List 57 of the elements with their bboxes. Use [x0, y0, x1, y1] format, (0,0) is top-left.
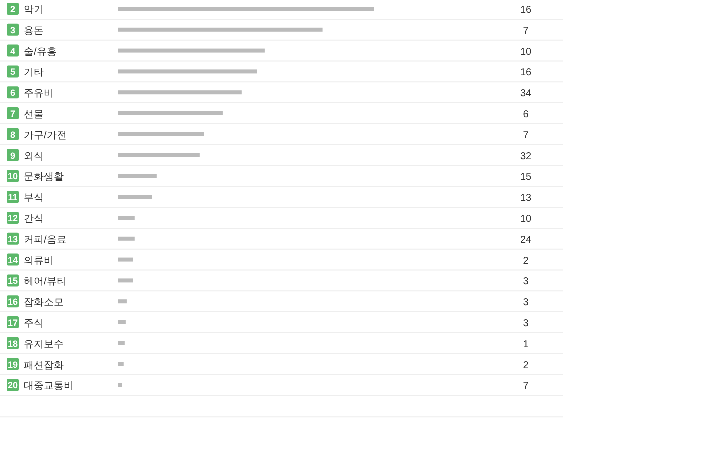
text: 16: [520, 5, 532, 16]
y-tick-label: 악기: [24, 5, 44, 16]
text: 6: [10, 88, 16, 98]
text: 17: [8, 318, 18, 328]
text: 4: [10, 46, 16, 56]
text: 24: [520, 234, 532, 246]
text: 34: [520, 88, 532, 100]
text: 10: [520, 46, 532, 58]
y-tick-label: 주식: [24, 318, 44, 330]
y-tick-label: 유지보수: [24, 339, 64, 350]
text: 3: [523, 318, 530, 330]
y-tick-label: 외식: [24, 151, 44, 162]
text: 1: [523, 339, 530, 350]
y-tick-label: 헤어/뷰티: [24, 276, 67, 288]
y-tick-label: 대중교통비: [24, 381, 74, 392]
text: 14: [8, 255, 18, 266]
text: 2: [523, 360, 530, 372]
y-tick-label: 부식: [24, 193, 44, 204]
y-tick-label: 용돈: [24, 26, 44, 37]
text: 2: [523, 256, 530, 267]
text: 9: [10, 150, 16, 161]
text: 15: [8, 276, 18, 286]
text: 16: [520, 68, 532, 79]
text: 32: [520, 151, 532, 162]
y-tick-label: 의류비: [24, 256, 54, 267]
y-tick-label: 문화생활: [24, 172, 64, 184]
y-tick-label: 기타: [24, 68, 44, 79]
text: 20: [8, 380, 18, 391]
y-tick-label: 주유비: [24, 88, 54, 100]
y-tick-label: 간식: [24, 214, 44, 225]
text: 7: [523, 130, 530, 142]
text: 10: [8, 172, 18, 182]
text: 16: [8, 297, 18, 308]
y-tick-label: 선물: [24, 110, 44, 120]
text: 19: [8, 360, 18, 370]
y-tick-label: 잡화소모: [24, 298, 64, 309]
text: 3: [523, 298, 530, 309]
y-tick-label: 패션잡화: [24, 360, 64, 372]
text: 5: [10, 67, 16, 78]
text: 15: [520, 172, 532, 184]
text: 12: [8, 214, 18, 224]
y-tick-label: 가구/가전: [24, 130, 67, 142]
text: 10: [520, 214, 532, 225]
y-tick-label: 술/유흥: [24, 46, 57, 58]
y-tick-label: 커피/음료: [24, 234, 67, 246]
text: 11: [8, 192, 18, 203]
text: 7: [523, 26, 530, 37]
text: 13: [520, 193, 532, 204]
text: 2: [10, 4, 16, 14]
text: 7: [523, 381, 530, 392]
text: 7: [10, 109, 16, 119]
text: 18: [8, 338, 18, 349]
text: 6: [523, 110, 530, 120]
text: 3: [10, 25, 16, 36]
text: 3: [523, 276, 530, 288]
text: 8: [10, 130, 16, 140]
text: 13: [8, 234, 18, 244]
